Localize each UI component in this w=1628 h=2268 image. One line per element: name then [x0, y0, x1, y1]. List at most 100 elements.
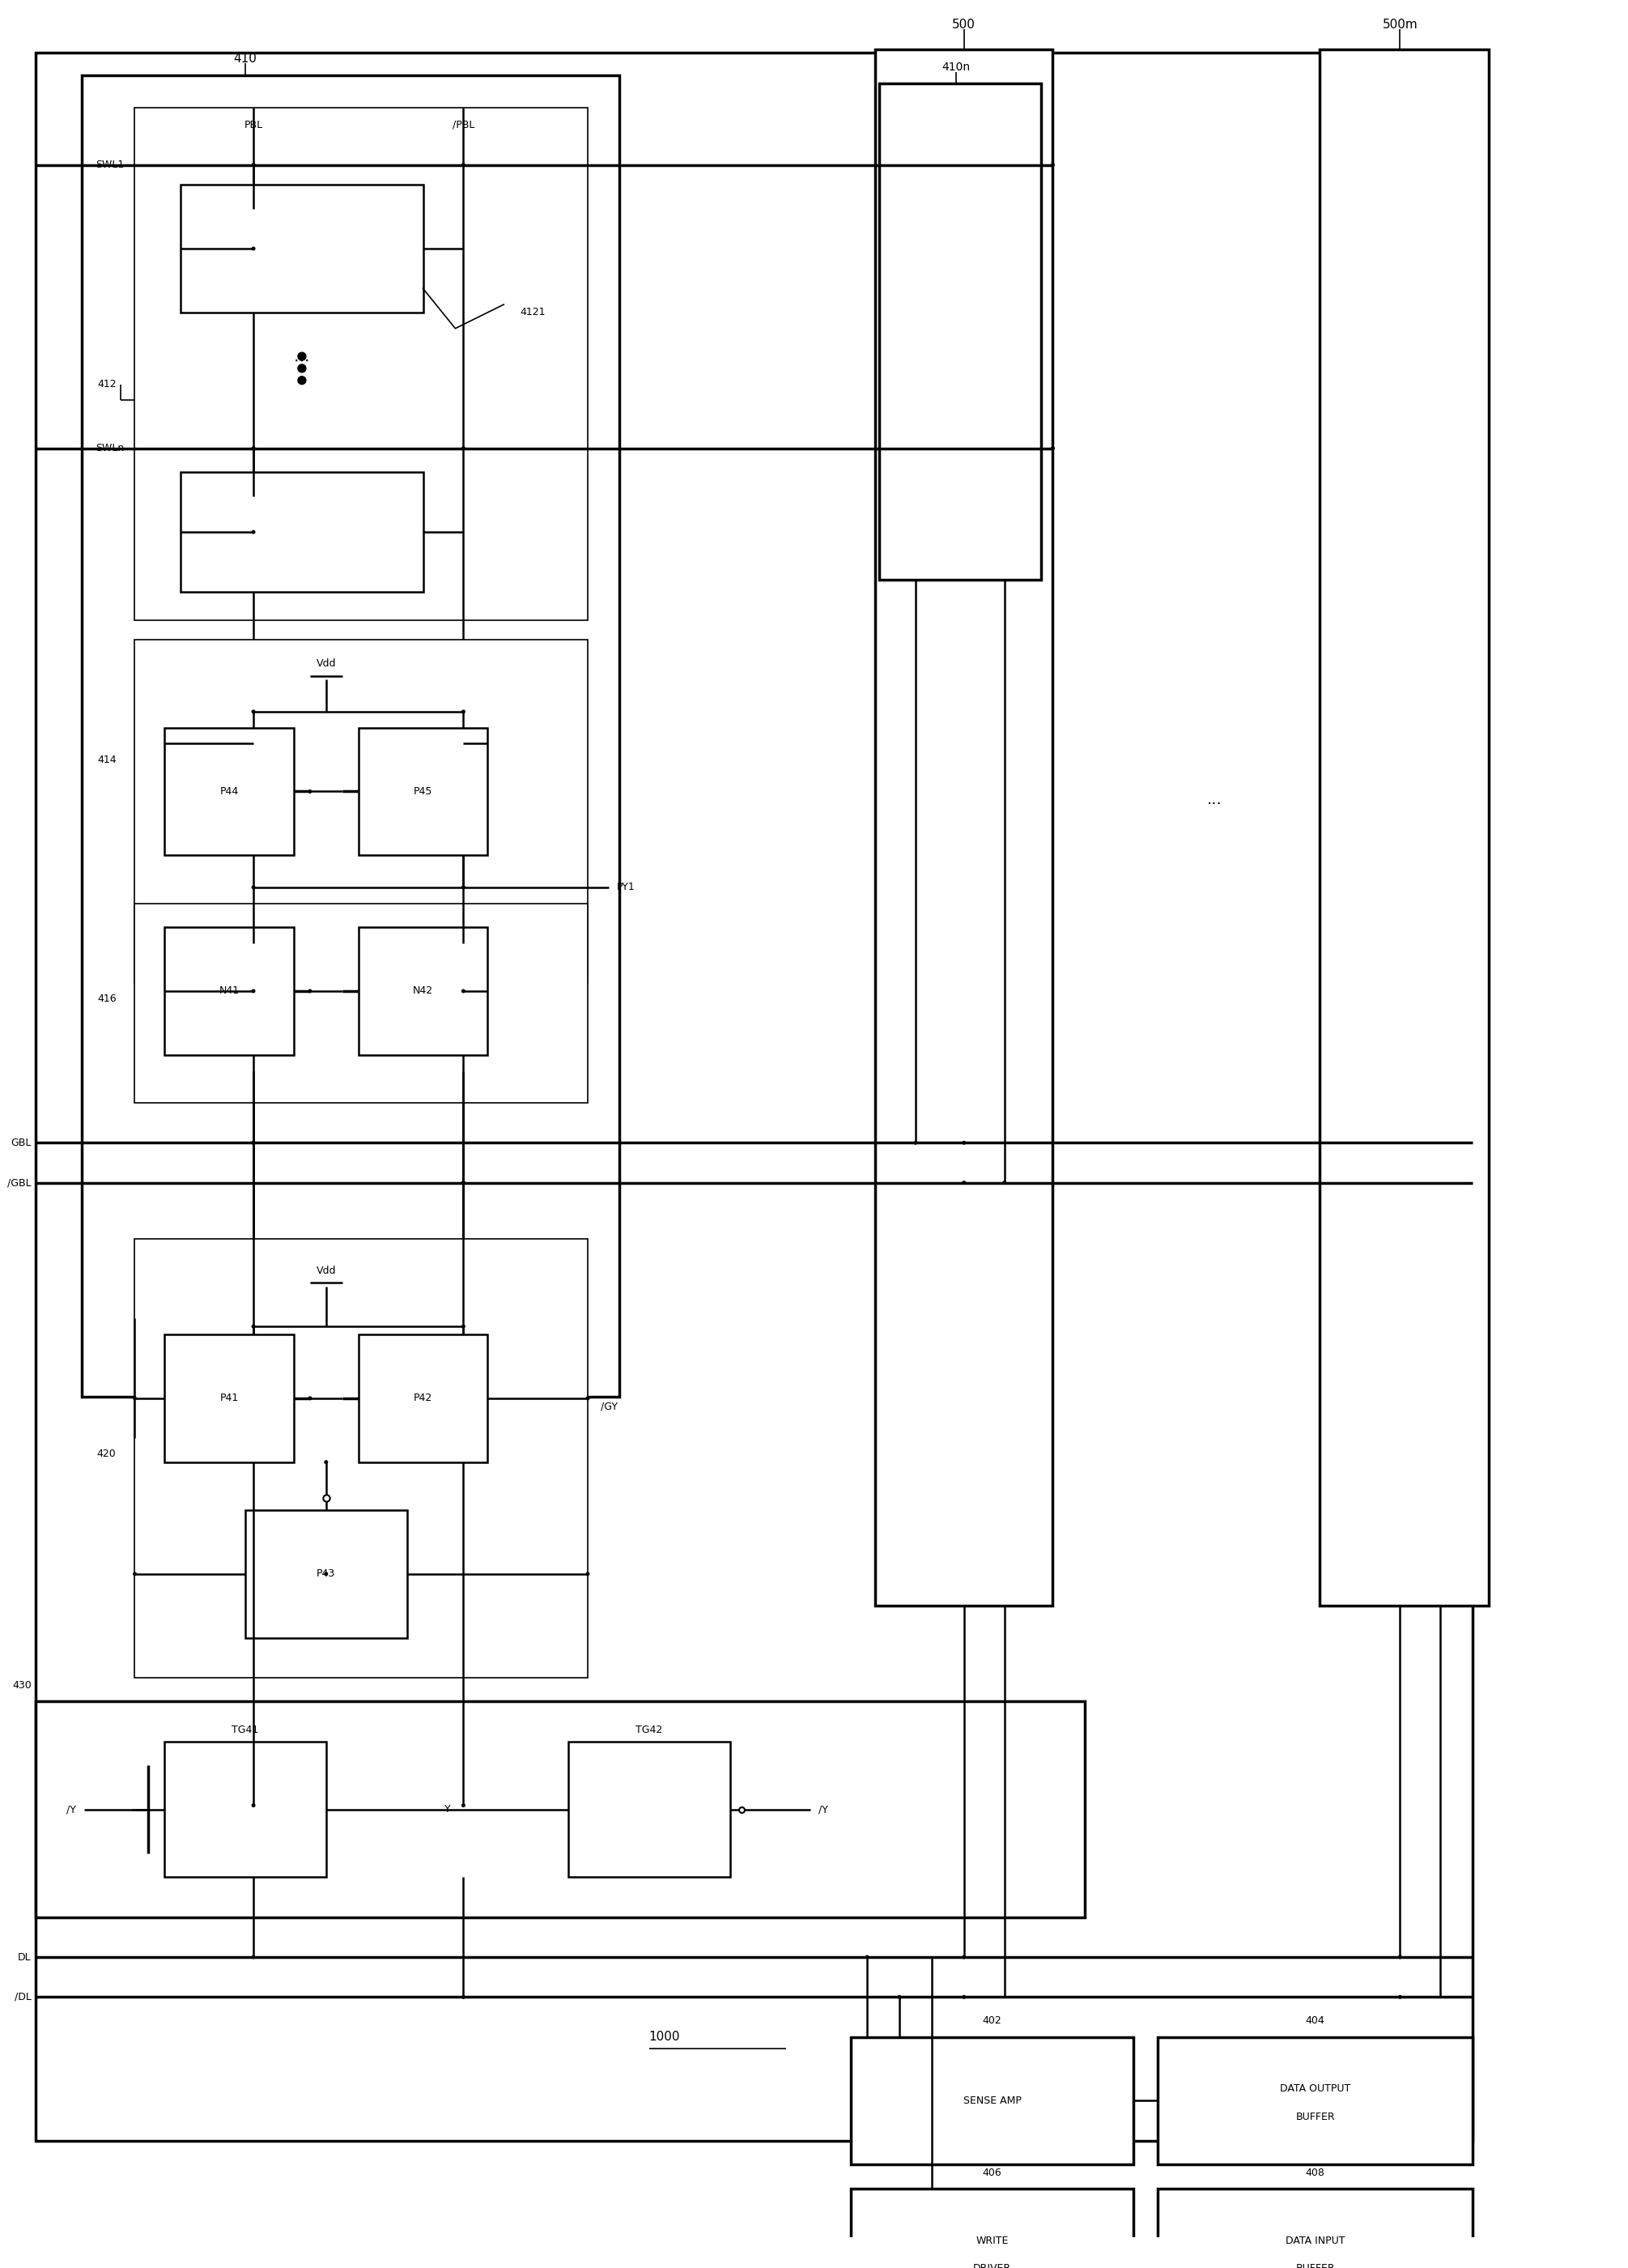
- Circle shape: [462, 1325, 466, 1327]
- Bar: [568, 1742, 729, 1878]
- Circle shape: [133, 1572, 137, 1576]
- Circle shape: [252, 1803, 256, 1808]
- Text: GBL: GBL: [11, 1139, 31, 1148]
- Circle shape: [252, 1141, 256, 1143]
- Circle shape: [1052, 163, 1055, 166]
- Bar: [181, 472, 423, 592]
- Text: Vdd: Vdd: [316, 1266, 335, 1277]
- Text: PBL: PBL: [244, 120, 262, 129]
- Bar: [181, 184, 423, 313]
- Circle shape: [252, 247, 256, 249]
- Text: 404: 404: [1306, 2016, 1325, 2025]
- Circle shape: [309, 789, 311, 794]
- Bar: [36, 52, 1473, 2141]
- Text: Y: Y: [444, 1803, 451, 1814]
- Text: BUFFER: BUFFER: [1296, 2263, 1335, 2268]
- Text: DATA INPUT: DATA INPUT: [1286, 2236, 1345, 2245]
- Circle shape: [1052, 447, 1055, 449]
- Circle shape: [962, 1141, 965, 1143]
- Text: /DL: /DL: [15, 1991, 31, 2003]
- Text: 500m: 500m: [1382, 18, 1418, 32]
- Circle shape: [309, 1397, 311, 1399]
- Text: ...: ...: [1206, 792, 1223, 807]
- Circle shape: [252, 447, 256, 449]
- Circle shape: [866, 1955, 869, 1960]
- Circle shape: [962, 1955, 965, 1960]
- Circle shape: [309, 989, 311, 993]
- Circle shape: [298, 352, 306, 361]
- Bar: [851, 2189, 1133, 2268]
- Circle shape: [252, 1325, 256, 1327]
- Circle shape: [252, 163, 256, 166]
- Bar: [1158, 2189, 1473, 2268]
- Text: 402: 402: [983, 2016, 1001, 2025]
- Text: P44: P44: [220, 787, 239, 796]
- Text: DRIVER: DRIVER: [974, 2263, 1011, 2268]
- Bar: [135, 903, 588, 1102]
- Text: P42: P42: [414, 1393, 433, 1404]
- Bar: [164, 928, 293, 1055]
- Bar: [1158, 2037, 1473, 2164]
- Circle shape: [252, 887, 256, 889]
- Text: 430: 430: [11, 1681, 31, 1692]
- Circle shape: [252, 1141, 256, 1143]
- Circle shape: [962, 1996, 965, 1998]
- Bar: [358, 1334, 488, 1463]
- Bar: [879, 84, 1040, 581]
- Text: P43: P43: [317, 1569, 335, 1579]
- Circle shape: [586, 1397, 589, 1399]
- Bar: [164, 1742, 326, 1878]
- Text: SENSE AMP: SENSE AMP: [964, 2096, 1021, 2107]
- Circle shape: [1003, 1182, 1006, 1184]
- Text: 410n: 410n: [941, 61, 970, 73]
- Text: 412: 412: [98, 379, 116, 390]
- Circle shape: [462, 447, 466, 449]
- Text: 406: 406: [983, 2168, 1001, 2177]
- Text: P41: P41: [220, 1393, 239, 1404]
- Bar: [164, 728, 293, 855]
- Text: P45: P45: [414, 787, 433, 796]
- Circle shape: [252, 710, 256, 712]
- Text: /Y: /Y: [67, 1803, 77, 1814]
- Circle shape: [962, 1182, 965, 1184]
- Bar: [358, 728, 488, 855]
- Text: 408: 408: [1306, 2168, 1325, 2177]
- Bar: [135, 1238, 588, 1678]
- Bar: [876, 50, 1053, 1606]
- Circle shape: [462, 1803, 466, 1808]
- Text: Vdd: Vdd: [316, 658, 335, 669]
- Bar: [358, 928, 488, 1055]
- Text: /PBL: /PBL: [453, 120, 474, 129]
- Circle shape: [462, 710, 466, 712]
- Circle shape: [252, 531, 256, 533]
- Text: PY1: PY1: [617, 882, 635, 894]
- Circle shape: [462, 887, 466, 889]
- Bar: [36, 1701, 1086, 1916]
- Circle shape: [133, 1397, 137, 1399]
- Text: 420: 420: [98, 1449, 116, 1458]
- Text: 4121: 4121: [519, 306, 545, 318]
- Circle shape: [462, 1182, 466, 1184]
- Text: 410: 410: [234, 52, 257, 66]
- Text: /Y: /Y: [819, 1803, 829, 1814]
- Circle shape: [252, 989, 256, 993]
- Circle shape: [252, 1955, 256, 1960]
- Circle shape: [1398, 1996, 1402, 1998]
- Text: DATA OUTPUT: DATA OUTPUT: [1280, 2084, 1351, 2093]
- Text: DL: DL: [18, 1953, 31, 1962]
- Circle shape: [1398, 1955, 1402, 1960]
- Circle shape: [324, 1572, 327, 1576]
- Bar: [246, 1510, 407, 1637]
- Text: TG42: TG42: [635, 1724, 663, 1735]
- Bar: [81, 75, 619, 1397]
- Circle shape: [462, 1182, 466, 1184]
- Circle shape: [462, 1996, 466, 1998]
- Text: SWLn: SWLn: [96, 442, 124, 454]
- Text: TG41: TG41: [231, 1724, 259, 1735]
- Circle shape: [298, 376, 306, 383]
- Circle shape: [899, 1996, 900, 1998]
- Text: /GBL: /GBL: [8, 1177, 31, 1188]
- Bar: [851, 2037, 1133, 2164]
- Text: 500: 500: [952, 18, 975, 32]
- Circle shape: [913, 1141, 917, 1143]
